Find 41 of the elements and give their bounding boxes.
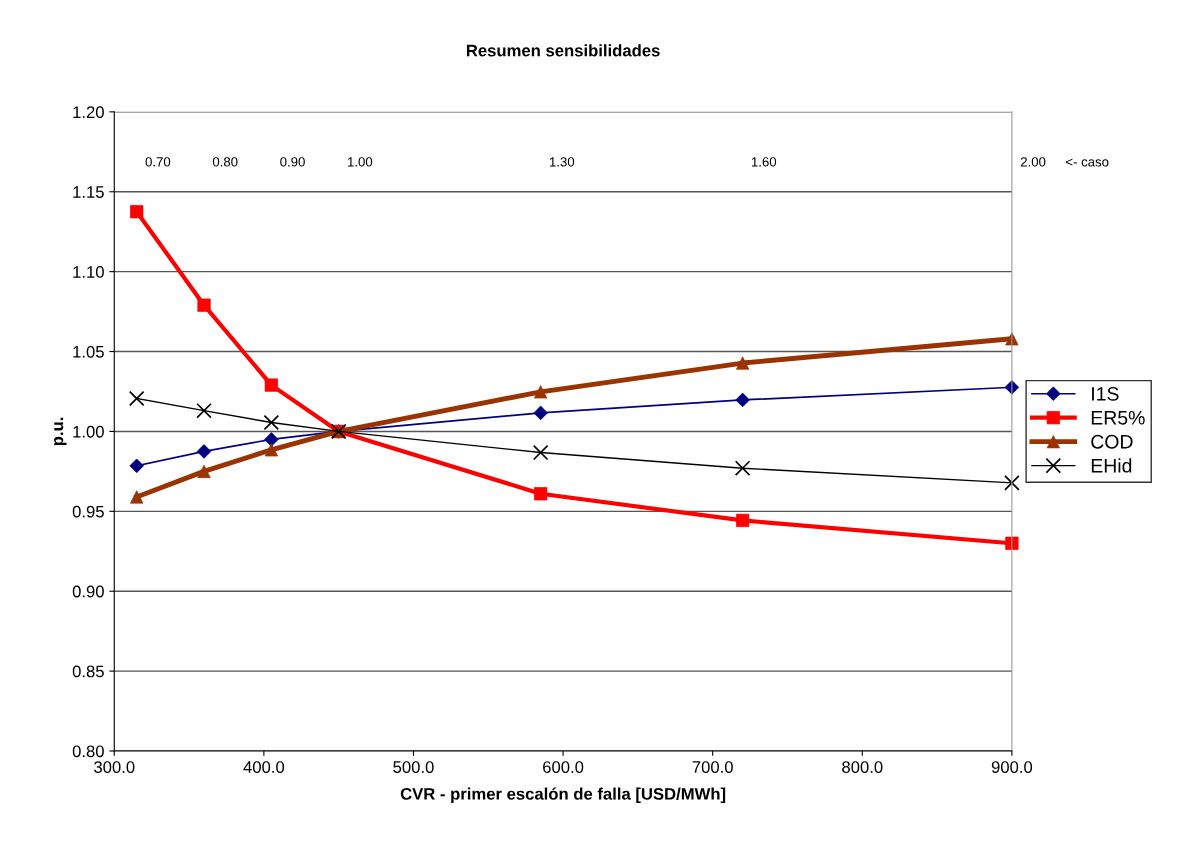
point <box>264 378 278 392</box>
x-axis-title: CVR - primer escalón de falla [USD/MWh] <box>400 787 726 804</box>
x-tick-label: 400.0 <box>243 761 285 773</box>
y-tick-label: 0.95 <box>72 505 104 518</box>
annotation: 0.80 <box>212 157 238 167</box>
y-tick-label: 0.80 <box>72 745 104 758</box>
text: <- caso <box>1066 158 1109 167</box>
point <box>128 390 145 407</box>
y-tick-label: 1.15 <box>73 186 104 198</box>
point <box>197 464 211 478</box>
x-tick-label: 700.0 <box>692 761 733 773</box>
annotation: 1.30 <box>549 157 575 167</box>
point <box>532 444 549 461</box>
legend-label: ER5% <box>1091 410 1145 425</box>
annotation: 1.00 <box>348 157 373 167</box>
legend-label: EHid <box>1091 458 1132 473</box>
y-tick-label: 1.00 <box>73 425 104 438</box>
legend-label: I1S <box>1092 386 1119 401</box>
point <box>263 414 280 431</box>
x-tick-label: 500.0 <box>393 761 434 773</box>
chart-title: Resumen sensibilidades <box>466 44 660 57</box>
point <box>130 205 144 219</box>
text: 2.00 <box>1020 157 1046 167</box>
x-tick-label: 800.0 <box>842 761 883 773</box>
y-tick-label: 1.20 <box>73 106 104 119</box>
y-tick-label: 1.10 <box>73 266 104 278</box>
annotation: 0.70 <box>145 157 171 167</box>
point <box>734 460 751 476</box>
annotation: 1.60 <box>751 157 777 167</box>
y-tick-label: 1.05 <box>73 345 104 358</box>
point <box>1004 475 1020 491</box>
x-tick-label: 600.0 <box>543 761 584 773</box>
x-tick-label: 300.0 <box>94 761 135 773</box>
x-tick-label: 900.0 <box>991 761 1033 773</box>
y-tick-label: 0.90 <box>72 585 104 598</box>
y-axis-title: p.u. <box>54 417 67 446</box>
legend-label: COD <box>1091 434 1133 449</box>
point <box>196 402 212 419</box>
annotation: 0.90 <box>280 157 305 167</box>
y-tick-label: 0.85 <box>72 665 104 678</box>
point <box>196 444 212 459</box>
